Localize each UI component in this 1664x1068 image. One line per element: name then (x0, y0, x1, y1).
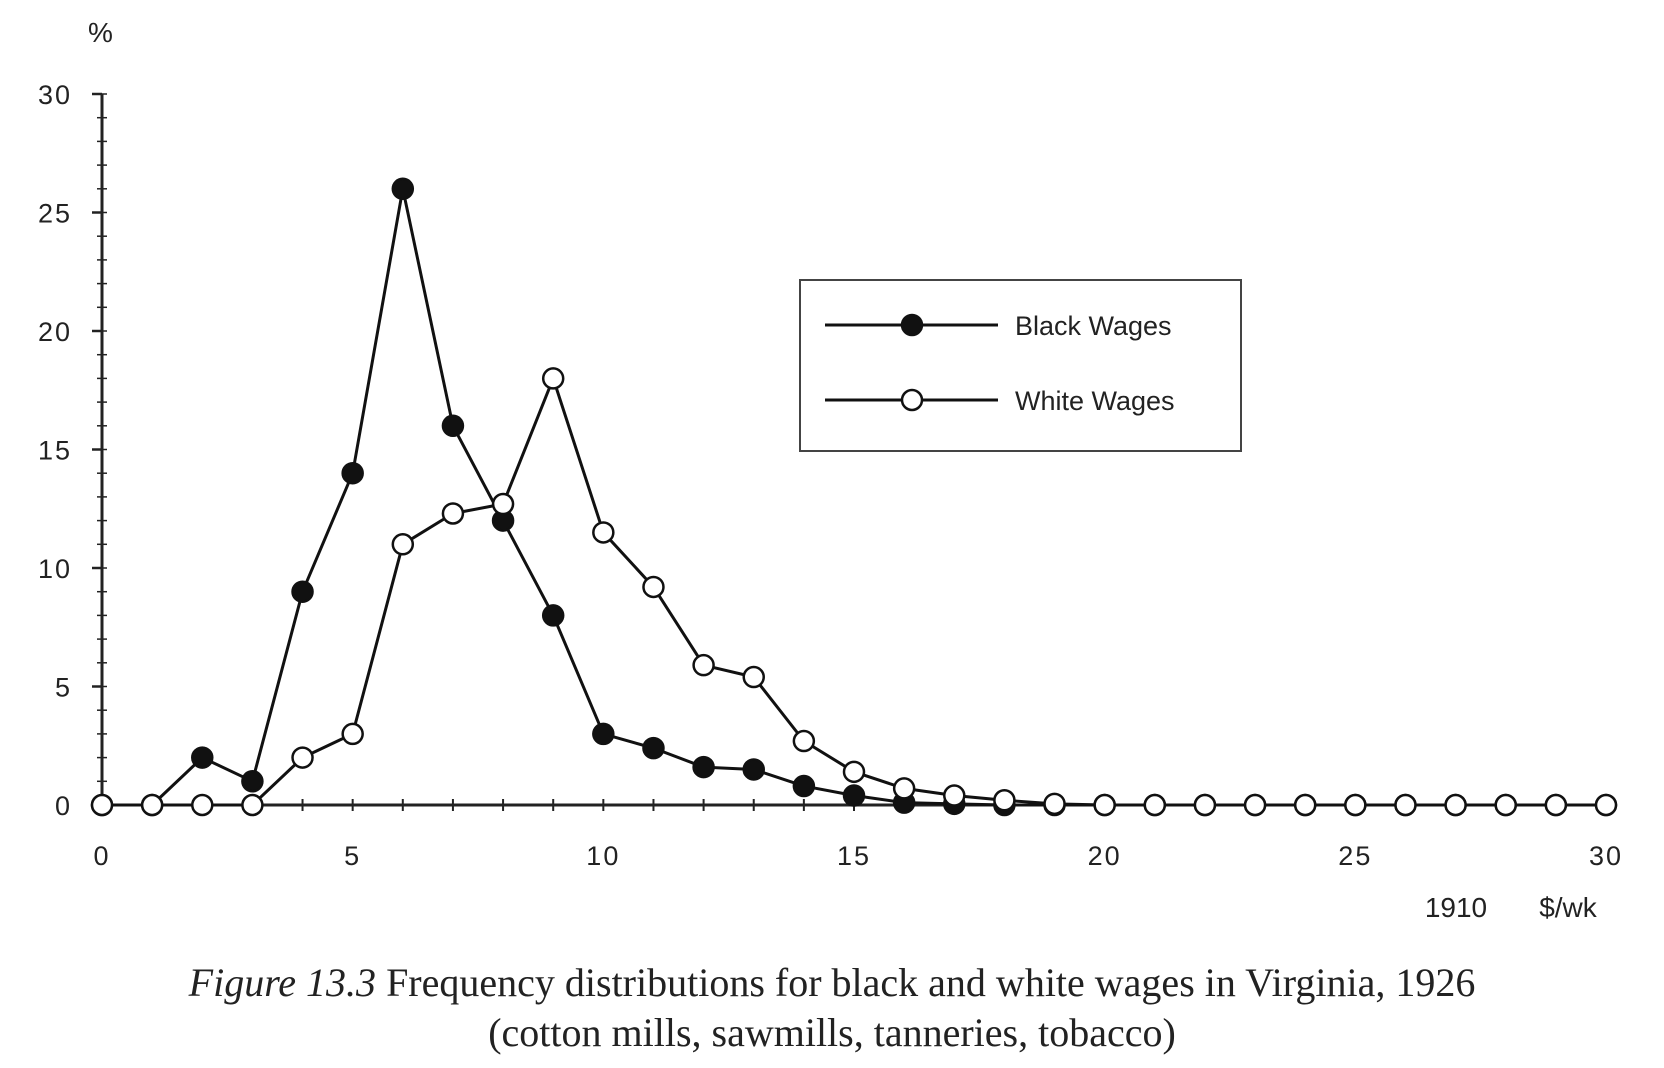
data-point-black-wages (842, 784, 866, 807)
data-point-white-wages (441, 502, 465, 525)
x-tick-label: 15 (837, 841, 871, 871)
data-point-black-wages (792, 774, 816, 798)
data-point-white-wages (1494, 793, 1517, 817)
data-point-black-wages (541, 604, 565, 627)
x-tick-label: 25 (1338, 841, 1372, 871)
data-point-white-wages (341, 722, 364, 746)
data-point-white-wages (1043, 792, 1066, 816)
data-point-white-wages (1444, 793, 1467, 817)
y-tick-label: 20 (38, 317, 72, 347)
data-point-black-wages (642, 736, 665, 760)
data-point-black-wages (291, 580, 314, 603)
data-point-white-wages (1544, 793, 1568, 817)
data-point-white-wages (993, 789, 1016, 812)
figure-caption-line-2: (cotton mills, sawmills, tanneries, toba… (488, 1010, 1176, 1055)
y-tick-label: 30 (38, 80, 72, 110)
data-point-white-wages (742, 665, 765, 689)
data-point-black-wages (241, 770, 264, 793)
x-tick-label: 10 (586, 841, 620, 871)
wage-frequency-chart: % 1910 $/wk 0 5 10 15 20 25 30 0 5 10 15 20 25 30 Bla… (38, 17, 1623, 923)
y-tick-label: 0 (55, 791, 72, 821)
data-point-white-wages (892, 777, 916, 800)
data-point-white-wages (642, 575, 665, 599)
y-tick-label: 10 (38, 554, 72, 584)
data-point-white-wages (140, 793, 164, 817)
data-point-black-wages (592, 722, 615, 746)
x-tick-label: 5 (344, 841, 361, 871)
data-point-white-wages (191, 793, 214, 817)
data-point-black-wages (191, 746, 214, 769)
data-point-white-wages (842, 760, 866, 784)
y-tick-label: 5 (55, 673, 72, 703)
legend-marker-white (900, 388, 924, 412)
data-point-white-wages (90, 793, 114, 817)
data-point-black-wages (742, 758, 765, 781)
data-point-white-wages (1293, 793, 1317, 817)
legend-label-white: White Wages (1015, 386, 1175, 416)
y-axis-label: % (88, 17, 113, 48)
data-point-white-wages (1093, 793, 1116, 817)
data-point-white-wages (1243, 793, 1267, 817)
legend: Black Wages White Wages (799, 279, 1242, 452)
data-point-white-wages (1143, 793, 1167, 817)
data-point-black-wages (391, 177, 415, 201)
data-point-white-wages (1193, 793, 1217, 817)
x-tick-label: 20 (1088, 841, 1122, 871)
data-point-black-wages (441, 414, 465, 438)
data-point-white-wages (792, 729, 816, 753)
figure-number: Figure 13.3 (188, 960, 377, 1005)
legend-marker-black (900, 313, 924, 337)
data-point-black-wages (692, 755, 715, 779)
x-axis-label-year: 1910 (1425, 892, 1487, 923)
data-point-white-wages (391, 533, 415, 556)
data-point-black-wages (341, 461, 364, 485)
x-axis-label-unit: $/wk (1539, 892, 1598, 923)
data-point-white-wages (541, 367, 565, 390)
legend-label-black: Black Wages (1015, 311, 1172, 341)
data-point-white-wages (943, 784, 966, 807)
x-tick-label: 0 (93, 841, 110, 871)
data-point-white-wages (1594, 793, 1618, 817)
data-point-white-wages (1344, 793, 1367, 817)
legend-box (799, 279, 1242, 452)
data-point-white-wages (241, 793, 264, 817)
figure-caption-line-1: Figure 13.3 Frequency distributions for … (0, 958, 1664, 1008)
data-point-white-wages (1394, 793, 1417, 817)
y-tick-label: 25 (38, 199, 72, 229)
data-point-white-wages (491, 492, 515, 516)
data-point-white-wages (692, 653, 715, 677)
data-point-white-wages (592, 521, 615, 544)
figure-title: Frequency distributions for black and wh… (386, 960, 1476, 1005)
y-tick-label: 15 (38, 436, 72, 466)
x-tick-label: 30 (1589, 841, 1623, 871)
data-point-white-wages (291, 746, 314, 769)
